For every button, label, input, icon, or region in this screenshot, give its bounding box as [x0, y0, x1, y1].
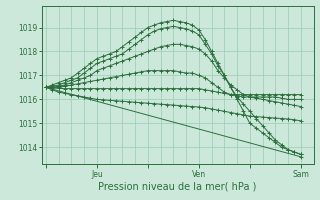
X-axis label: Pression niveau de la mer( hPa ): Pression niveau de la mer( hPa ) — [99, 181, 257, 191]
